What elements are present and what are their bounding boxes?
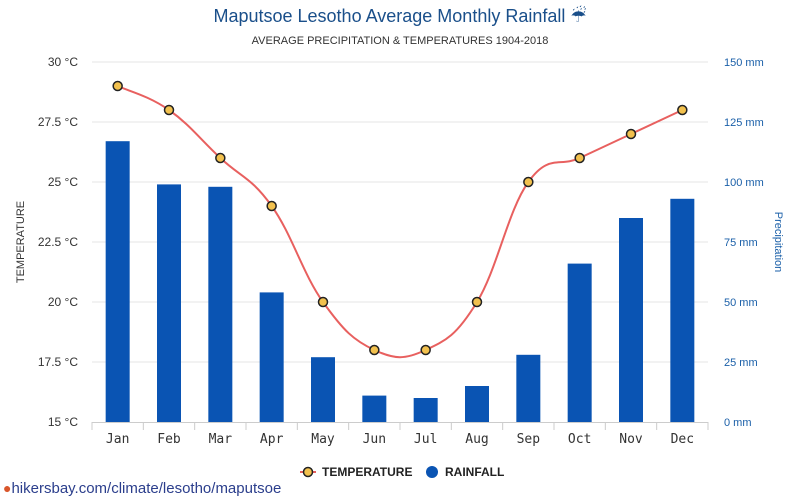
x-tick-label: Apr: [260, 432, 284, 447]
rainfall-bar: [311, 357, 335, 422]
x-tick-label: Oct: [568, 432, 591, 447]
temperature-line-path: [117, 85, 683, 359]
y-tick-left: 20 °C: [48, 295, 78, 309]
legend-rainfall-label: RAINFALL: [445, 465, 504, 479]
legend-temperature-label: TEMPERATURE: [322, 465, 412, 479]
y-tick-right: 50 mm: [724, 297, 758, 309]
gridlines: [92, 61, 708, 363]
temperature-point: [471, 296, 483, 308]
x-tick-label: Mar: [209, 432, 233, 447]
y-tick-left: 30 °C: [48, 55, 78, 69]
rainfall-bar: [465, 386, 489, 422]
umbrella-rain-icon: ☔: [570, 6, 587, 26]
y-tick-right: 125 mm: [724, 117, 764, 129]
rainfall-bar: [413, 398, 438, 422]
rainfall-bar: [670, 198, 695, 422]
rainfall-bar: [619, 218, 643, 422]
x-tick-label: May: [311, 432, 335, 447]
temperature-line: [112, 80, 688, 359]
temperature-point: [574, 152, 585, 164]
temperature-point: [317, 296, 329, 308]
legend-rainfall-marker: [426, 466, 438, 478]
temperature-point: [112, 80, 123, 92]
location-pin-icon: ●: [3, 480, 12, 496]
y-axis-right-label: Precipitation: [772, 212, 784, 273]
rainfall-bar: [362, 395, 387, 422]
rainfall-bar: [259, 292, 284, 422]
rainfall-bar: [105, 141, 130, 422]
chart-title: Maputsoe Lesotho Average Monthly Rainfal…: [0, 6, 800, 27]
y-tick-left: 22.5 °C: [38, 235, 78, 249]
x-tick-label: Jun: [363, 432, 386, 447]
y-tick-left: 27.5 °C: [38, 115, 78, 129]
x-tick-label: Jul: [414, 432, 437, 447]
x-axis: Jan Feb Mar Apr May Jun Jul Aug Sep Oct Nov Dec: [91, 422, 709, 447]
temperature-point: [369, 344, 380, 356]
x-tick-label: Nov: [619, 432, 643, 447]
chart-title-text: Maputsoe Lesotho Average Monthly Rainfal…: [213, 6, 566, 26]
legend: TEMPERATURE RAINFALL: [300, 465, 504, 479]
y-tick-left: 25 °C: [48, 175, 78, 189]
source-link[interactable]: ●hikersbay.com/climate/lesotho/maputsoe: [3, 480, 281, 497]
y-tick-left: 15 °C: [48, 415, 78, 429]
rainfall-bar: [516, 354, 541, 422]
x-tick-label: Feb: [157, 432, 181, 447]
y-tick-right: 150 mm: [724, 57, 764, 69]
x-tick-label: Sep: [517, 432, 541, 447]
temperature-point: [677, 104, 688, 116]
rainfall-bars: [105, 141, 695, 422]
chart-subtitle: AVERAGE PRECIPITATION & TEMPERATURES 190…: [251, 35, 549, 47]
temperature-point: [266, 200, 277, 212]
source-text: hikersbay.com/climate/lesotho/maputsoe: [11, 480, 282, 497]
y-tick-right: 0 mm: [724, 417, 752, 429]
temperature-point: [215, 152, 226, 164]
y-axis-left-label: TEMPERATURE: [15, 201, 27, 283]
y-tick-right: 25 mm: [724, 357, 758, 369]
temperature-point: [420, 344, 431, 356]
rainfall-bar: [567, 263, 592, 422]
y-tick-right: 75 mm: [724, 237, 758, 249]
rainfall-bar: [208, 186, 233, 422]
legend-temperature-marker: [302, 466, 314, 478]
y-tick-left: 17.5 °C: [38, 355, 78, 369]
y-axis-left: 15 °C 17.5 °C 20 °C 22.5 °C 25 °C 27.5 °C 30 °…: [15, 55, 78, 429]
x-tick-label: Dec: [671, 432, 694, 447]
temperature-point: [625, 128, 637, 140]
x-tick-label: Jan: [106, 432, 129, 447]
x-tick-label: Aug: [465, 432, 488, 447]
temperature-point: [523, 176, 534, 188]
y-tick-right: 100 mm: [724, 177, 764, 189]
temperature-point: [163, 104, 175, 116]
rainfall-bar: [157, 184, 181, 422]
y-axis-right: 0 mm 25 mm 50 mm 75 mm 100 mm 125 mm 150 mm Pre…: [724, 57, 784, 429]
